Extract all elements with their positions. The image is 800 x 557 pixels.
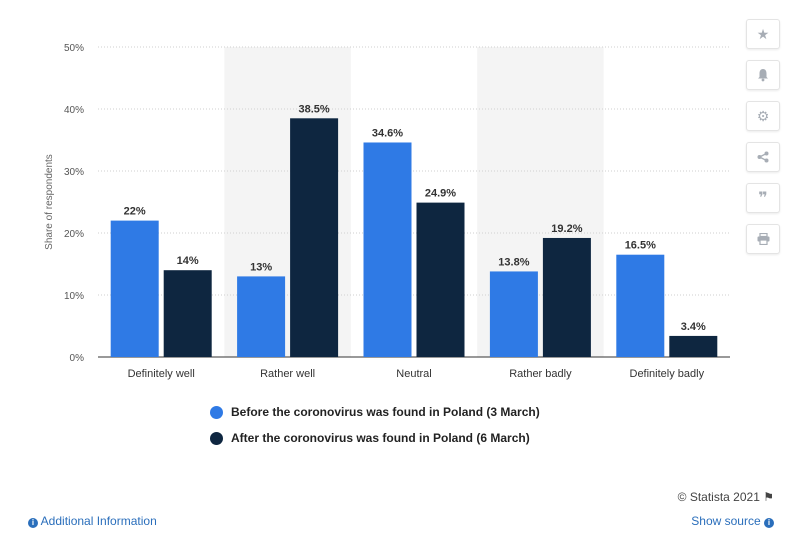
legend-item-after[interactable]: After the coronovirus was found in Polan… (210, 430, 540, 446)
star-icon: ★ (756, 25, 770, 42)
show-source-link[interactable]: Show source i (691, 514, 774, 528)
credit-text: © Statista 2021 (677, 490, 760, 504)
data-label: 19.2% (551, 223, 582, 235)
share-button[interactable] (746, 142, 780, 172)
settings-button[interactable]: ⚙ (746, 101, 780, 131)
x-tick-label: Rather well (260, 368, 315, 380)
data-label: 16.5% (625, 240, 656, 252)
bell-icon (758, 69, 768, 82)
y-tick-label: 50% (64, 43, 84, 54)
bar-before (110, 220, 159, 357)
bookmark-button[interactable]: ★ (746, 19, 780, 49)
data-label: 34.6% (372, 127, 403, 139)
print-icon (757, 233, 769, 245)
flag-icon: ⚑ (763, 490, 774, 504)
legend-item-before[interactable]: Before the coronovirus was found in Pola… (210, 404, 540, 420)
additional-information-link[interactable]: i Additional Information (28, 514, 157, 528)
cite-button[interactable]: ❞ (746, 183, 780, 213)
statista-credit[interactable]: © Statista 2021 ⚑ (678, 490, 774, 504)
bar-after (669, 335, 718, 357)
data-label: 13% (250, 261, 272, 273)
y-tick-label: 20% (64, 229, 84, 240)
x-tick-label: Definitely badly (630, 368, 705, 380)
bar-before (363, 142, 412, 357)
notification-button[interactable] (746, 60, 780, 90)
y-tick-label: 10% (64, 291, 84, 302)
x-tick-label: Neutral (396, 368, 431, 380)
quote-icon: ❞ (758, 190, 768, 207)
data-label: 14% (177, 255, 199, 267)
bar-after (163, 270, 212, 357)
print-button[interactable] (746, 224, 780, 254)
chart-toolbar: ★ ⚙ ❞ (746, 19, 780, 265)
bar-after (290, 118, 339, 357)
bar-before (489, 271, 538, 357)
y-tick-label: 0% (70, 353, 85, 364)
bar-after (416, 202, 465, 357)
y-axis-label: Share of respondents (44, 154, 55, 250)
info-icon: i (28, 518, 38, 528)
gear-icon: ⚙ (756, 107, 770, 124)
y-tick-label: 40% (64, 105, 84, 116)
data-label: 13.8% (498, 256, 529, 268)
bar-before (616, 254, 665, 357)
x-tick-label: Rather badly (509, 368, 572, 380)
chart-legend: Before the coronovirus was found in Pola… (210, 404, 540, 456)
data-label: 3.4% (681, 321, 706, 333)
x-tick-label: Definitely well (128, 368, 195, 380)
legend-swatch-after (210, 431, 223, 445)
additional-information-label: Additional Information (40, 514, 157, 528)
legend-label-before: Before the coronovirus was found in Pola… (231, 405, 540, 419)
show-source-label: Show source (691, 514, 761, 528)
y-tick-label: 30% (64, 167, 84, 178)
data-label: 38.5% (298, 103, 329, 115)
bar-before (237, 276, 286, 357)
data-label: 24.9% (425, 188, 456, 200)
share-icon (757, 151, 769, 163)
data-label: 22% (124, 206, 146, 218)
legend-swatch-before (210, 405, 223, 419)
info-icon: i (764, 518, 774, 528)
bar-after (542, 237, 591, 357)
legend-label-after: After the coronovirus was found in Polan… (231, 431, 530, 445)
